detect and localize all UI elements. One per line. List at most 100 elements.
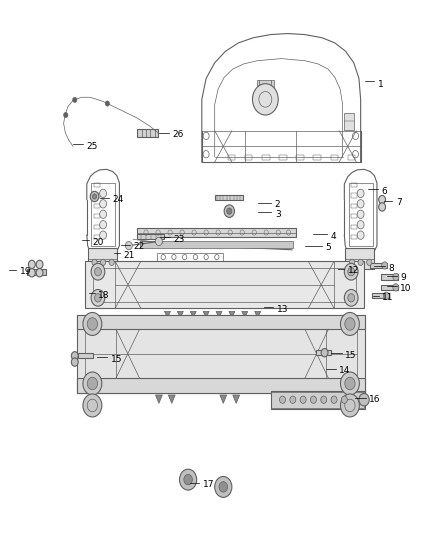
- Text: 4: 4: [331, 232, 336, 241]
- Bar: [93, 268, 357, 302]
- Text: 7: 7: [396, 198, 402, 207]
- Bar: [257, 79, 274, 89]
- Circle shape: [345, 377, 355, 390]
- Polygon shape: [155, 395, 162, 403]
- Circle shape: [224, 205, 234, 217]
- Text: 5: 5: [325, 243, 331, 252]
- Text: 12: 12: [348, 266, 359, 275]
- Text: 13: 13: [276, 305, 288, 314]
- Circle shape: [290, 396, 296, 403]
- Bar: [351, 214, 357, 219]
- Polygon shape: [233, 395, 240, 403]
- Bar: [351, 193, 357, 198]
- Bar: [94, 214, 100, 219]
- Bar: [94, 204, 100, 208]
- Bar: [137, 234, 165, 239]
- Bar: [344, 113, 354, 130]
- Circle shape: [91, 263, 105, 280]
- Circle shape: [348, 268, 355, 276]
- Circle shape: [357, 210, 364, 219]
- Text: 17: 17: [203, 480, 214, 489]
- Circle shape: [184, 474, 192, 485]
- Text: 20: 20: [92, 238, 104, 247]
- Circle shape: [90, 191, 99, 201]
- Bar: [85, 261, 364, 308]
- Circle shape: [340, 372, 359, 395]
- Circle shape: [340, 312, 359, 335]
- Circle shape: [28, 260, 35, 269]
- Text: 25: 25: [87, 142, 98, 151]
- Bar: [348, 155, 356, 160]
- Circle shape: [180, 469, 197, 490]
- Circle shape: [215, 477, 232, 497]
- Circle shape: [227, 208, 232, 214]
- Bar: [78, 378, 365, 393]
- Circle shape: [344, 289, 358, 306]
- Circle shape: [357, 231, 364, 239]
- Circle shape: [95, 268, 101, 276]
- Bar: [272, 392, 364, 408]
- Bar: [314, 155, 321, 160]
- Text: 10: 10: [400, 284, 412, 293]
- Circle shape: [345, 318, 355, 330]
- Bar: [331, 155, 338, 160]
- Circle shape: [252, 84, 278, 115]
- Polygon shape: [190, 311, 196, 318]
- Bar: [345, 248, 374, 269]
- Circle shape: [357, 189, 364, 198]
- Text: 9: 9: [400, 273, 406, 282]
- Text: 14: 14: [339, 367, 350, 375]
- Circle shape: [321, 349, 328, 357]
- Circle shape: [100, 231, 106, 239]
- Text: 3: 3: [275, 210, 281, 219]
- Circle shape: [331, 396, 337, 403]
- Text: 15: 15: [345, 351, 357, 360]
- Circle shape: [83, 312, 102, 335]
- Bar: [316, 350, 331, 356]
- Polygon shape: [168, 395, 175, 403]
- Circle shape: [393, 273, 399, 280]
- Text: 18: 18: [98, 290, 110, 300]
- Circle shape: [83, 372, 102, 395]
- Bar: [91, 183, 115, 246]
- Circle shape: [100, 189, 106, 198]
- Bar: [245, 155, 252, 160]
- Bar: [78, 353, 93, 358]
- Circle shape: [379, 203, 385, 211]
- Text: 24: 24: [113, 195, 124, 204]
- Circle shape: [279, 396, 286, 403]
- Bar: [27, 269, 46, 275]
- Bar: [349, 183, 373, 246]
- Circle shape: [358, 259, 363, 265]
- Circle shape: [83, 394, 102, 417]
- Circle shape: [393, 284, 399, 291]
- Circle shape: [100, 210, 106, 219]
- Circle shape: [359, 393, 369, 406]
- Circle shape: [383, 292, 389, 300]
- Bar: [85, 324, 357, 384]
- Circle shape: [357, 200, 364, 208]
- Bar: [351, 235, 357, 239]
- Bar: [370, 263, 387, 268]
- Bar: [78, 314, 365, 393]
- Circle shape: [71, 352, 78, 360]
- Circle shape: [36, 260, 43, 269]
- Circle shape: [87, 318, 98, 330]
- Circle shape: [73, 97, 77, 102]
- Text: 1: 1: [378, 80, 384, 89]
- Circle shape: [92, 259, 97, 265]
- Circle shape: [36, 269, 43, 277]
- Text: 6: 6: [381, 187, 387, 196]
- Text: 11: 11: [382, 293, 394, 302]
- Bar: [88, 248, 117, 269]
- Bar: [215, 195, 243, 200]
- Bar: [262, 155, 270, 160]
- Circle shape: [28, 269, 35, 277]
- Polygon shape: [242, 311, 248, 318]
- Bar: [78, 314, 365, 329]
- Bar: [138, 128, 158, 137]
- Circle shape: [64, 112, 68, 118]
- Bar: [94, 235, 100, 239]
- Circle shape: [92, 194, 97, 199]
- Bar: [351, 183, 357, 187]
